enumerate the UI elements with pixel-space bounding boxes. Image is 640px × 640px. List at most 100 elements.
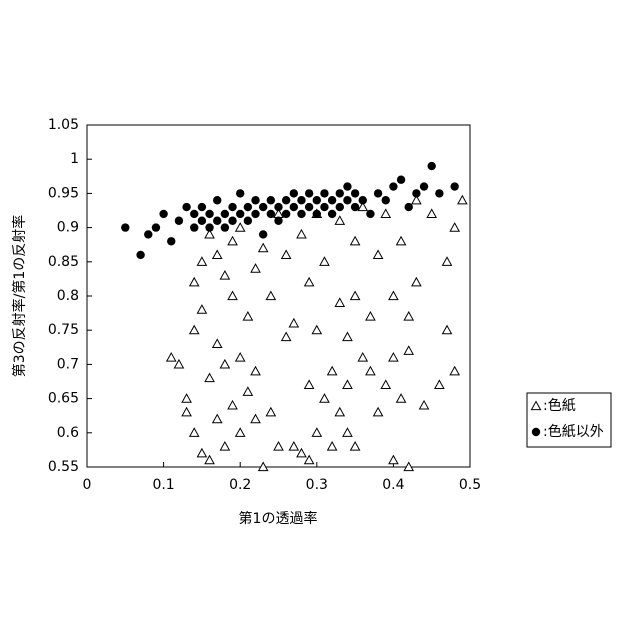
x-tick-label: 0.1: [152, 477, 174, 493]
point: [228, 217, 236, 225]
point: [213, 250, 222, 258]
y-tick-label: 0.8: [57, 288, 79, 304]
point: [351, 203, 359, 211]
point: [190, 278, 199, 286]
point: [382, 196, 390, 204]
point: [267, 196, 275, 204]
point: [389, 292, 398, 300]
point: [220, 271, 229, 279]
x-tick-label: 0.5: [459, 477, 481, 493]
point: [290, 189, 298, 197]
point: [450, 182, 458, 190]
point: [228, 237, 237, 245]
point: [374, 189, 382, 197]
point: [435, 380, 444, 388]
point: [305, 278, 314, 286]
point: [220, 360, 229, 368]
point: [266, 408, 275, 416]
point: [243, 387, 252, 395]
point: [244, 217, 252, 225]
point: [397, 237, 406, 245]
point: [197, 257, 206, 265]
point: [182, 203, 190, 211]
y-tick-label: 0.7: [57, 356, 79, 372]
point: [305, 380, 314, 388]
point: [328, 367, 337, 375]
point: [389, 456, 398, 464]
point: [389, 182, 397, 190]
point: [335, 408, 344, 416]
point: [305, 189, 313, 197]
legend-label: :色紙: [543, 397, 576, 414]
point: [213, 196, 221, 204]
legend-label: :色紙以外: [543, 423, 604, 440]
point: [274, 203, 282, 211]
point: [259, 230, 267, 238]
point: [205, 374, 214, 382]
y-tick-label: 1: [70, 151, 79, 167]
point: [381, 380, 390, 388]
point: [412, 278, 421, 286]
point: [359, 196, 367, 204]
point: [351, 292, 360, 300]
point: [435, 189, 443, 197]
x-tick-label: 0.4: [382, 477, 404, 493]
point: [404, 346, 413, 354]
point: [251, 196, 259, 204]
point: [289, 319, 298, 327]
point: [228, 203, 236, 211]
point: [197, 449, 206, 457]
point: [297, 230, 306, 238]
point: [259, 203, 267, 211]
point: [251, 367, 260, 375]
y-tick-label: 0.85: [48, 254, 79, 270]
point: [182, 408, 191, 416]
y-tick-label: 0.55: [48, 459, 79, 475]
point: [328, 196, 336, 204]
point: [351, 237, 360, 245]
point: [404, 312, 413, 320]
point: [320, 257, 329, 265]
point: [343, 182, 351, 190]
point: [213, 415, 222, 423]
point: [167, 353, 176, 361]
point: [274, 442, 283, 450]
point: [205, 210, 213, 218]
point: [282, 333, 291, 341]
point: [213, 339, 222, 347]
y-tick-label: 0.65: [48, 391, 79, 407]
point: [259, 244, 268, 252]
point: [305, 203, 313, 211]
point: [297, 196, 305, 204]
point: [236, 353, 245, 361]
point: [159, 210, 167, 218]
point: [236, 210, 244, 218]
point: [328, 442, 337, 450]
point: [351, 442, 360, 450]
point: [190, 223, 198, 231]
point: [397, 394, 406, 402]
point: [167, 237, 175, 245]
point: [405, 203, 413, 211]
point: [343, 333, 352, 341]
point: [236, 428, 245, 436]
point: [121, 223, 129, 231]
point: [336, 189, 344, 197]
point: [343, 380, 352, 388]
point: [290, 203, 298, 211]
y-axis-label: 第3の反射率/第1の反射率: [11, 215, 28, 378]
point: [190, 210, 198, 218]
point: [175, 217, 183, 225]
point: [244, 203, 252, 211]
point: [374, 408, 383, 416]
point: [136, 251, 144, 259]
y-tick-label: 0.6: [57, 425, 79, 441]
x-axis-label: 第1の透過率: [239, 510, 318, 527]
point: [443, 326, 452, 334]
point: [282, 210, 290, 218]
point: [190, 428, 199, 436]
point: [389, 353, 398, 361]
point: [351, 189, 359, 197]
point: [274, 217, 282, 225]
point: [420, 401, 429, 409]
